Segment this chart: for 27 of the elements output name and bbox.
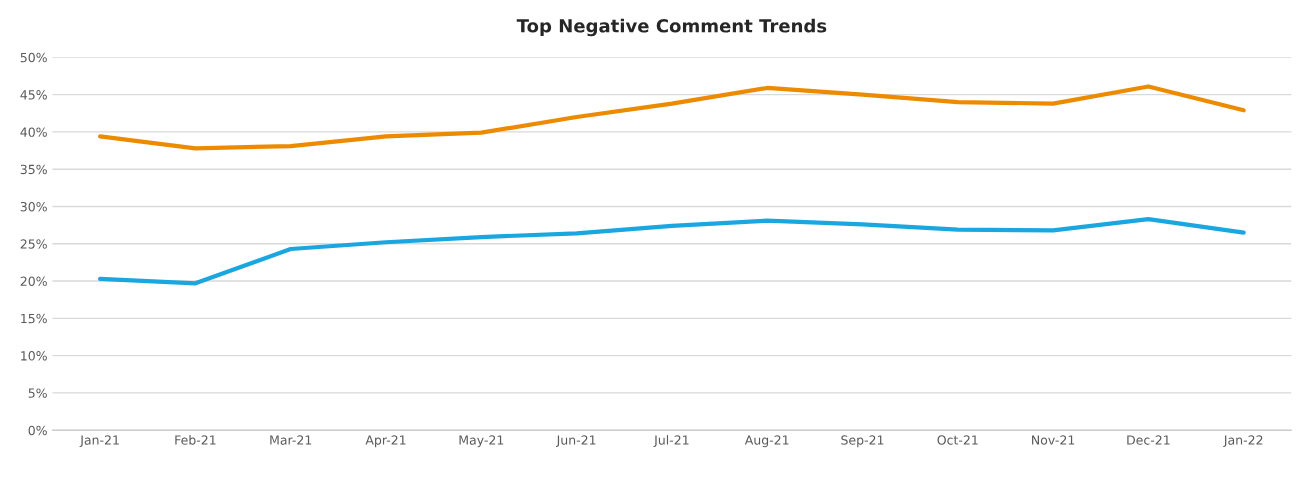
x-tick-label: May-21	[459, 435, 504, 448]
y-tick-label: 25%	[20, 239, 47, 249]
x-tick-label: Feb-21	[175, 435, 216, 445]
y-tick-label: 5%	[28, 388, 47, 398]
x-tick-label: Aug-21	[744, 435, 789, 448]
y-tick-label: 15%	[21, 313, 47, 324]
chart-title: Top Negative Comment Trends	[516, 18, 827, 37]
y-tick-label: 10%	[21, 351, 47, 361]
y-tick-label: 0%	[28, 425, 47, 436]
y-tick-label: 50%	[20, 52, 47, 63]
line-series	[98, 217, 1246, 286]
y-tick-label: 40%	[20, 127, 47, 137]
line-series	[98, 84, 1246, 151]
x-tick-label: Sep-21	[841, 435, 884, 448]
y-tick-label: 45%	[20, 90, 47, 100]
x-tick-label: Jul-21	[653, 435, 689, 448]
x-tick-label: Jan-22	[1223, 435, 1263, 448]
x-tick-label: Nov-21	[1032, 435, 1075, 445]
x-tick-label: Dec-21	[1127, 435, 1170, 445]
x-tick-label: Apr-21	[365, 435, 406, 448]
y-tick-label: 20%	[20, 276, 47, 286]
y-tick-label: 35%	[20, 164, 47, 175]
x-tick-label: Oct-21	[937, 435, 978, 445]
x-tick-label: Mar-21	[270, 435, 312, 445]
y-tick-label: 30%	[20, 201, 47, 212]
x-tick-label: Jun-21	[555, 435, 596, 448]
x-tick-label: Jan-21	[79, 435, 119, 448]
